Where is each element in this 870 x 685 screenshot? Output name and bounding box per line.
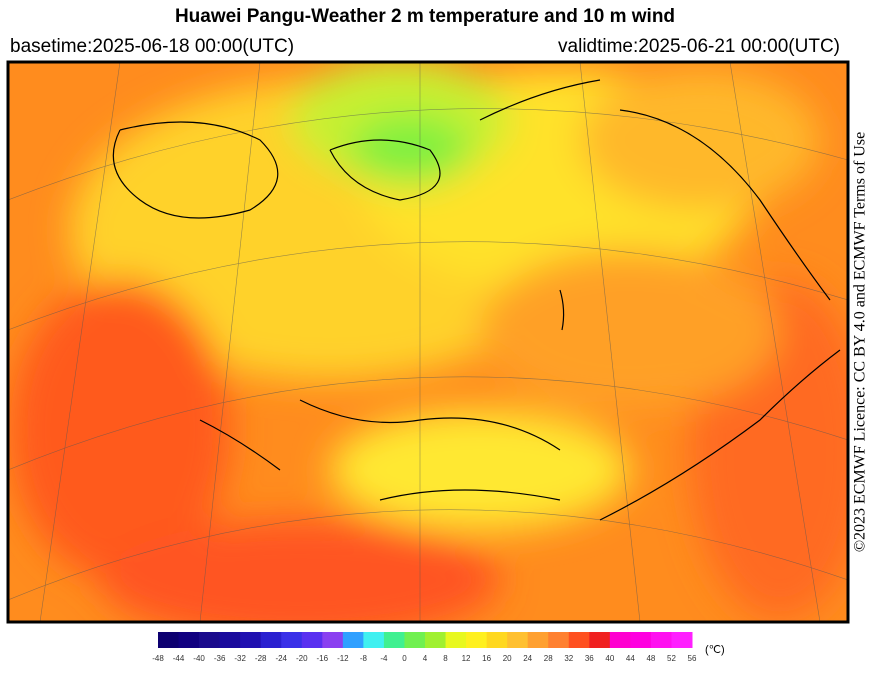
- colorbar-segment: [445, 632, 467, 648]
- colorbar-segment: [589, 632, 611, 648]
- colorbar-tick-label: -20: [296, 654, 308, 663]
- colorbar-tick-label: -32: [234, 654, 246, 663]
- colorbar-tick-label: -28: [255, 654, 267, 663]
- colorbar-tick-label: 24: [523, 654, 532, 663]
- colorbar-tick-label: -40: [193, 654, 205, 663]
- colorbar-tick-label: 52: [667, 654, 676, 663]
- colorbar-segment: [507, 632, 529, 648]
- colorbar-segment: [650, 632, 672, 648]
- colorbar-segment: [425, 632, 447, 648]
- colorbar-tick-label: 16: [482, 654, 491, 663]
- colorbar-tick-label: -44: [173, 654, 185, 663]
- colorbar-segment: [158, 632, 180, 648]
- colorbar-segment: [548, 632, 570, 648]
- colorbar-segment: [178, 632, 200, 648]
- basetime: basetime:2025-06-18 00:00(UTC): [10, 36, 294, 57]
- colorbar-segment: [671, 632, 693, 648]
- colorbar-tick-label: -36: [214, 654, 226, 663]
- colorbar-segment: [568, 632, 590, 648]
- colorbar-tick-label: 20: [503, 654, 512, 663]
- map: [8, 62, 848, 622]
- title: Huawei Pangu-Weather 2 m temperature and…: [175, 6, 675, 27]
- colorbar-segment: [527, 632, 549, 648]
- colorbar-segment: [301, 632, 323, 648]
- map-frame: [6, 60, 850, 624]
- colorbar-tick-label: 12: [462, 654, 471, 663]
- colorbar-tick-label: 28: [544, 654, 553, 663]
- colorbar-segment: [240, 632, 262, 648]
- colorbar-segment: [322, 632, 344, 648]
- colorbar-tick-label: 32: [564, 654, 573, 663]
- colorbar-tick-label: 44: [626, 654, 635, 663]
- colorbar-segment: [342, 632, 364, 648]
- colorbar-segment: [486, 632, 508, 648]
- colorbar-tick-label: -8: [360, 654, 368, 663]
- colorbar-tick-label: 36: [585, 654, 594, 663]
- colorbar-tick-label: 0: [402, 654, 407, 663]
- validtime: validtime:2025-06-21 00:00(UTC): [558, 36, 840, 57]
- colorbar-segment: [281, 632, 303, 648]
- colorbar-segment: [609, 632, 631, 648]
- colorbar-segment: [383, 632, 405, 648]
- colorbar-tick-label: -4: [380, 654, 388, 663]
- colorbar: -48 -44 -40 -36 -32 -28 -24 -20 -16 -12 -8 -4 0 4 8 12 1…: [152, 632, 697, 663]
- colorbar-segment: [404, 632, 426, 648]
- colorbar-segment: [363, 632, 385, 648]
- colorbar-tick-label: 40: [605, 654, 614, 663]
- colorbar-tick-label: 4: [423, 654, 428, 663]
- colorbar-tick-label: -12: [337, 654, 349, 663]
- colorbar-tick-label: 8: [443, 654, 448, 663]
- colorbar-segment: [199, 632, 221, 648]
- colorbar-segment: [466, 632, 488, 648]
- colorbar-tick-label: -24: [275, 654, 287, 663]
- colorbar-tick-label: 56: [688, 654, 697, 663]
- colorbar-segment: [630, 632, 652, 648]
- colorbar-tick-label: -16: [317, 654, 329, 663]
- colorbar-tick-label: -48: [152, 654, 164, 663]
- colorbar-segment: [219, 632, 241, 648]
- licence: ©2023 ECMWF Licence: CC BY 4.0 and ECMWF…: [852, 132, 869, 552]
- colorbar-unit: (℃): [705, 644, 725, 656]
- colorbar-segment: [260, 632, 282, 648]
- colorbar-tick-label: 48: [646, 654, 655, 663]
